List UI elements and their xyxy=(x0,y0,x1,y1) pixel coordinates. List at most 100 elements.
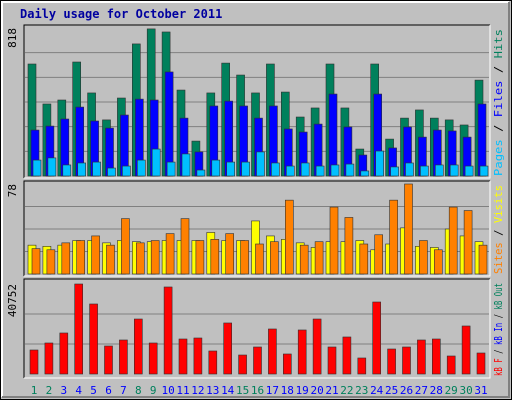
bar xyxy=(107,167,116,177)
panel-edge-light xyxy=(24,279,491,379)
x-tick-label: 1 xyxy=(31,384,38,397)
bar xyxy=(150,240,160,275)
legend-entry: Hits xyxy=(492,29,505,58)
legend-separator: / xyxy=(492,58,505,80)
bar xyxy=(461,325,471,375)
bar xyxy=(420,165,429,177)
x-tick-label: 30 xyxy=(459,384,472,397)
bar xyxy=(476,352,486,375)
x-tick-label: 24 xyxy=(370,384,384,397)
bar xyxy=(92,161,101,177)
bar xyxy=(44,342,54,375)
bar xyxy=(136,242,145,275)
bar xyxy=(419,240,428,275)
panel-edge-dark xyxy=(23,180,490,276)
bar xyxy=(299,244,309,275)
bar xyxy=(330,164,340,177)
bar xyxy=(181,153,191,177)
bar xyxy=(434,164,444,177)
x-tick-label: 22 xyxy=(340,384,353,397)
bar xyxy=(284,199,294,275)
x-tick-label: 26 xyxy=(400,384,413,397)
y-tick-label: 40752 xyxy=(6,284,19,317)
bar xyxy=(360,170,370,177)
bar xyxy=(165,233,175,275)
x-tick-label: 11 xyxy=(176,384,189,397)
x-tick-label: 12 xyxy=(191,384,204,397)
bar xyxy=(180,218,190,275)
x-tick-label: 3 xyxy=(60,384,67,397)
bar xyxy=(375,150,385,177)
legend-separator: / xyxy=(492,310,505,323)
y-tick-label: 818 xyxy=(6,28,19,48)
bar xyxy=(196,169,206,177)
bar xyxy=(134,318,143,375)
bar xyxy=(59,332,69,375)
x-tick-label: 2 xyxy=(46,384,53,397)
bar xyxy=(76,240,85,275)
bar xyxy=(119,339,128,375)
bar xyxy=(253,346,262,375)
bar xyxy=(431,338,441,375)
x-tick-label: 8 xyxy=(135,384,142,397)
bar xyxy=(344,217,354,275)
bar xyxy=(46,249,56,275)
bar xyxy=(29,349,39,375)
legend: Sites / Visits xyxy=(492,185,505,274)
bar xyxy=(61,242,71,275)
bar xyxy=(345,163,355,177)
bar xyxy=(372,301,382,375)
bar xyxy=(405,162,414,177)
bar xyxy=(121,218,130,275)
x-tick-label: 20 xyxy=(310,384,323,397)
bar xyxy=(31,248,41,275)
y-tick-label: 78 xyxy=(6,184,19,197)
panel-edge-dark xyxy=(23,24,490,178)
panel-edge-light xyxy=(24,181,491,277)
legend-entry: Pages xyxy=(492,139,505,176)
bar xyxy=(77,162,86,177)
bar xyxy=(240,240,249,275)
bar xyxy=(255,243,264,275)
legend: kB F / kB In / kB Out xyxy=(492,283,505,376)
bar xyxy=(389,199,398,275)
legend: Pages / Files / Hits xyxy=(492,29,505,176)
x-tick-label: 31 xyxy=(474,384,487,397)
bar xyxy=(300,162,310,177)
x-tick-label: 14 xyxy=(221,384,235,397)
bar xyxy=(464,165,474,177)
bar xyxy=(404,183,413,275)
bar xyxy=(91,235,100,275)
bar xyxy=(417,339,426,375)
x-tick-label: 19 xyxy=(296,384,309,397)
bar xyxy=(433,249,443,275)
x-tick-label: 18 xyxy=(281,384,294,397)
bar xyxy=(104,345,113,375)
bar xyxy=(446,355,456,375)
legend-entry: kB Out xyxy=(492,283,505,310)
bar xyxy=(285,165,295,177)
bar xyxy=(226,161,235,177)
bar xyxy=(357,357,367,375)
x-tick-label: 16 xyxy=(251,384,264,397)
legend-separator: / xyxy=(492,223,505,242)
bar xyxy=(268,328,277,375)
legend-entry: kB F xyxy=(492,358,505,376)
legend-separator: / xyxy=(492,117,505,139)
bar xyxy=(151,148,161,177)
bar xyxy=(448,206,458,275)
bar xyxy=(225,233,234,275)
bar xyxy=(178,338,188,375)
bar xyxy=(166,161,176,177)
bar xyxy=(164,71,174,177)
x-tick-label: 25 xyxy=(385,384,398,397)
bar xyxy=(32,159,42,177)
bar xyxy=(387,348,396,375)
bar xyxy=(271,162,280,177)
bar xyxy=(208,350,218,375)
bar xyxy=(241,161,250,177)
bar xyxy=(297,329,307,375)
bar xyxy=(163,286,173,375)
